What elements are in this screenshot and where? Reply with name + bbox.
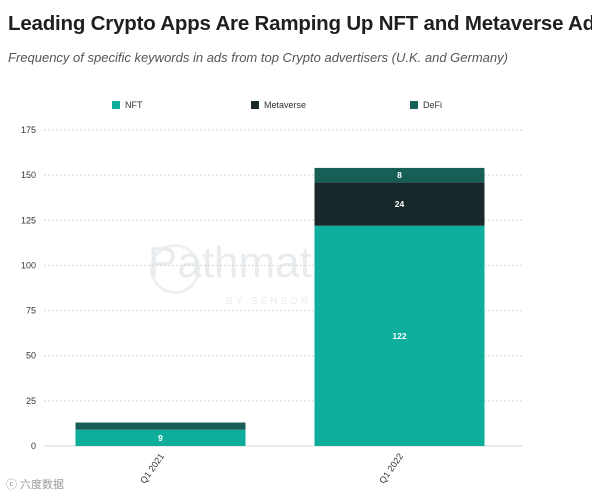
data-label: 8 <box>397 170 402 180</box>
x-tick-label: Q1 2021 <box>138 451 166 485</box>
legend-item-metaverse: Metaverse <box>251 100 306 110</box>
y-tick-label: 100 <box>21 260 36 270</box>
legend: NFT Metaverse DeFi <box>0 100 592 114</box>
source-watermark: ⓒ 六度数据 <box>6 479 65 491</box>
legend-item-defi: DeFi <box>410 100 442 110</box>
data-label: 24 <box>395 199 405 209</box>
y-tick-label: 150 <box>21 170 36 180</box>
watermark-tagline: BY SENSOR TOWER <box>226 296 369 307</box>
legend-swatch-nft <box>112 101 120 109</box>
legend-label-defi: DeFi <box>423 100 443 110</box>
y-tick-label: 125 <box>21 215 36 225</box>
bar-defi-1 <box>314 167 485 183</box>
x-tick-label: Q1 2022 <box>377 451 405 485</box>
data-label: 9 <box>158 433 163 443</box>
watermark-logo-icon <box>150 244 200 294</box>
bar-defi-0 <box>75 422 246 430</box>
y-tick-label: 50 <box>26 351 36 361</box>
legend-item-nft: NFT <box>112 100 143 110</box>
y-tick-label: 0 <box>31 441 36 451</box>
y-tick-label: 175 <box>21 125 36 135</box>
y-tick-label: 25 <box>26 396 36 406</box>
chart-subtitle: Frequency of specific keywords in ads fr… <box>8 50 508 65</box>
bar-nft-0 <box>75 429 246 446</box>
bar-nft-1 <box>314 225 485 446</box>
data-label: 122 <box>392 331 406 341</box>
legend-swatch-defi <box>410 101 418 109</box>
bar-metaverse-1 <box>314 182 485 226</box>
legend-label-metaverse: Metaverse <box>264 100 307 110</box>
legend-swatch-metaverse <box>251 101 259 109</box>
chart-title: Leading Crypto Apps Are Ramping Up NFT a… <box>8 12 592 35</box>
y-tick-label: 75 <box>26 306 36 316</box>
legend-label-nft: NFT <box>125 100 143 110</box>
